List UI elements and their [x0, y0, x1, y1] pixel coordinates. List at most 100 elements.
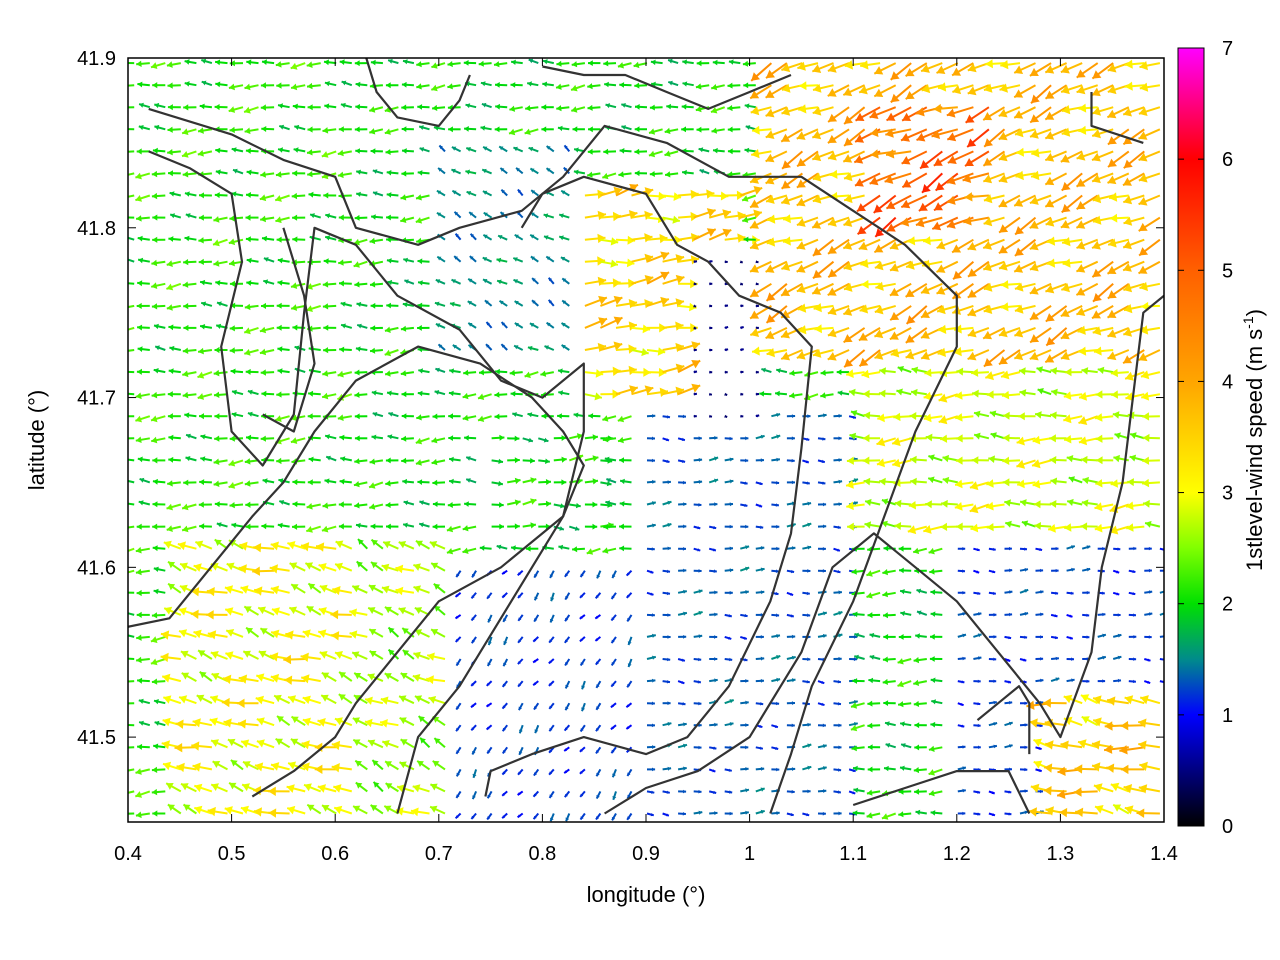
wind-arrow — [786, 789, 795, 794]
wind-arrow — [308, 346, 321, 352]
wind-arrow — [243, 106, 259, 114]
wind-arrow — [1019, 588, 1029, 594]
wind-arrow — [434, 301, 446, 307]
wind-arrow — [1107, 326, 1130, 338]
wind-arrow — [292, 501, 306, 508]
wind-arrow — [882, 678, 896, 685]
wind-arrow — [255, 673, 275, 683]
wind-arrow — [681, 104, 694, 110]
wind-arrow — [1091, 128, 1114, 139]
wind-arrow — [1143, 680, 1151, 685]
wind-arrow — [853, 787, 865, 793]
wind-arrow — [553, 456, 567, 463]
wind-arrow — [563, 768, 570, 774]
wind-arrow — [595, 680, 602, 689]
wind-arrow — [771, 434, 781, 440]
contour-line — [148, 150, 585, 814]
wind-arrow — [916, 588, 928, 594]
wind-arrow — [899, 567, 912, 574]
wind-arrow — [331, 631, 352, 641]
wind-arrow — [1081, 715, 1099, 727]
wind-arrow — [969, 481, 990, 491]
wind-arrow — [786, 701, 796, 705]
wind-arrow — [372, 169, 384, 175]
wind-arrow — [136, 523, 150, 530]
wind-arrow — [740, 635, 748, 640]
wind-arrow — [678, 414, 687, 419]
wind-arrow — [827, 349, 850, 361]
wind-arrow — [662, 812, 670, 817]
wind-arrow — [755, 370, 759, 374]
wind-arrow — [401, 126, 414, 132]
wind-arrow — [356, 191, 368, 197]
wind-arrow — [246, 280, 259, 286]
wind-arrow — [693, 680, 702, 684]
wind-arrow — [463, 369, 477, 376]
wind-arrow — [371, 434, 384, 440]
wind-arrow — [1107, 150, 1130, 168]
wind-arrow — [930, 589, 943, 595]
wind-arrow — [802, 789, 811, 794]
wind-arrow — [802, 522, 812, 528]
wind-arrow — [431, 458, 446, 466]
wind-arrow — [182, 391, 197, 399]
wind-arrow — [693, 348, 697, 352]
wind-arrow — [153, 566, 166, 572]
wind-arrow — [553, 503, 565, 509]
wind-arrow — [240, 739, 259, 749]
wind-arrow — [1018, 412, 1036, 421]
wind-arrow — [897, 658, 912, 665]
wind-arrow — [740, 545, 750, 550]
colorbar-label-end: ) — [1242, 309, 1267, 316]
wind-arrow — [415, 194, 430, 201]
wind-arrow — [151, 303, 166, 310]
wind-arrow — [398, 541, 415, 550]
wind-arrow — [1063, 391, 1083, 400]
wind-arrow — [862, 456, 881, 465]
wind-arrow — [1045, 216, 1067, 227]
wind-arrow — [863, 411, 881, 420]
wind-arrow — [1144, 658, 1151, 662]
wind-arrow — [854, 172, 881, 187]
wind-arrow — [833, 611, 843, 616]
wind-arrow — [798, 104, 819, 114]
wind-arrow — [135, 392, 150, 400]
wind-arrow — [462, 414, 477, 421]
wind-arrow — [477, 393, 492, 400]
wind-arrow — [1091, 260, 1114, 278]
wind-arrow — [304, 562, 322, 572]
wind-arrow — [973, 432, 990, 440]
wind-arrow — [467, 278, 477, 285]
wind-arrow — [237, 719, 259, 729]
wind-arrow — [431, 104, 446, 111]
wind-arrow — [245, 626, 260, 638]
wind-arrow — [530, 189, 539, 197]
wind-arrow — [307, 126, 321, 133]
wind-arrow — [465, 103, 477, 109]
wind-arrow — [231, 191, 244, 197]
wind-arrow — [1051, 568, 1059, 573]
wind-arrow — [662, 192, 682, 201]
wind-arrow — [182, 370, 197, 378]
wind-arrow — [1031, 148, 1052, 158]
wind-arrow — [957, 569, 966, 573]
wind-arrow — [261, 523, 275, 530]
wind-arrow — [848, 700, 859, 705]
wind-arrow — [548, 680, 555, 687]
wind-arrow — [615, 344, 637, 354]
wind-arrow — [786, 569, 795, 574]
wind-arrow — [192, 762, 213, 772]
colorbar — [1177, 47, 1205, 827]
wind-arrow — [912, 547, 928, 555]
wind-arrow — [786, 723, 795, 728]
wind-arrow — [921, 172, 943, 194]
wind-arrow — [1142, 433, 1160, 442]
wind-arrow — [324, 103, 337, 109]
wind-arrow — [724, 613, 733, 618]
wind-arrow — [1106, 696, 1129, 706]
wind-arrow — [527, 412, 539, 418]
wind-arrow — [487, 636, 493, 646]
wind-arrow — [529, 167, 539, 175]
wind-arrow — [827, 216, 850, 227]
wind-arrow — [215, 147, 228, 154]
